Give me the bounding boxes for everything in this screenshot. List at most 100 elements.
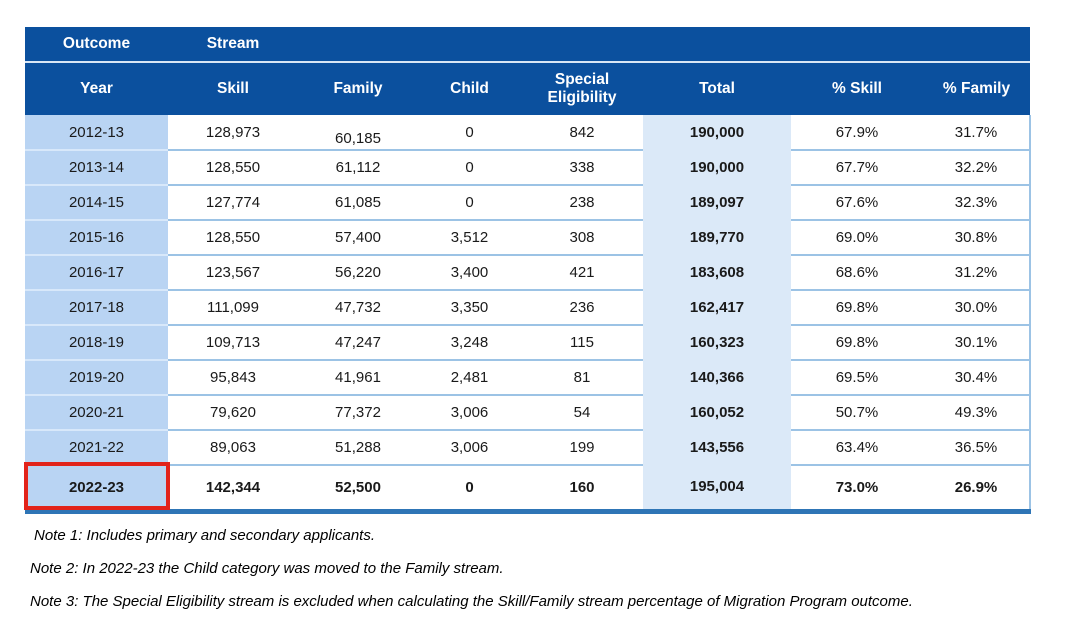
- footnotes: Note 1: Includes primary and secondary a…: [25, 526, 1035, 611]
- cell-pct-skill: 69.8%: [791, 324, 923, 360]
- group-header-row: Outcome Stream: [25, 27, 1031, 63]
- cell-pct-family: 26.9%: [923, 464, 1032, 511]
- cell-special-eligibility: 81: [521, 359, 643, 395]
- note-1: Note 1: Includes primary and secondary a…: [34, 526, 376, 544]
- cell-family: 57,400: [298, 219, 418, 255]
- cell-family: 61,112: [298, 149, 418, 185]
- table-row: 2021-22 89,063 51,288 3,006 199 143,556 63.4% 3…: [25, 429, 1032, 465]
- cell-child: 3,248: [418, 324, 521, 360]
- group-header-spacer: [298, 27, 1031, 63]
- cell-special-eligibility: 421: [521, 254, 643, 290]
- cell-pct-family: 31.2%: [923, 254, 1032, 290]
- cell-pct-skill: 73.0%: [791, 464, 923, 511]
- cell-pct-skill: 69.8%: [791, 289, 923, 325]
- cell-special-eligibility: 236: [521, 289, 643, 325]
- column-header-total: Total: [643, 62, 791, 115]
- table-row: 2016-17 123,567 56,220 3,400 421 183,608 68.6%…: [25, 254, 1032, 290]
- cell-pct-family: 31.7%: [923, 115, 1032, 150]
- table-row: 2015-16 128,550 57,400 3,512 308 189,770 69.0%…: [25, 219, 1032, 255]
- cell-pct-family: 49.3%: [923, 394, 1032, 430]
- cell-year: 2015-16: [25, 219, 168, 255]
- cell-pct-skill: 67.6%: [791, 184, 923, 220]
- cell-pct-skill: 63.4%: [791, 429, 923, 465]
- cell-skill: 123,567: [168, 254, 298, 290]
- column-header-skill: Skill: [168, 62, 298, 115]
- cell-year: 2014-15: [25, 184, 168, 220]
- cell-pct-family: 32.3%: [923, 184, 1032, 220]
- table-row: 2019-20 95,843 41,961 2,481 81 140,366 69.5% 30…: [25, 359, 1032, 395]
- cell-family: 60,185: [298, 115, 418, 150]
- cell-total: 143,556: [643, 430, 791, 465]
- cell-skill: 128,550: [168, 219, 298, 255]
- cell-skill: 109,713: [168, 324, 298, 360]
- cell-pct-family: 30.8%: [923, 219, 1032, 255]
- migration-program-table: Outcome Stream Year Skill Family Child S…: [24, 27, 1032, 514]
- cell-pct-skill: 69.5%: [791, 359, 923, 395]
- group-header-stream: Stream: [168, 27, 298, 63]
- column-header-year: Year: [25, 62, 168, 115]
- cell-total: 183,608: [643, 255, 791, 290]
- cell-child: 0: [418, 184, 521, 220]
- group-header-outcome: Outcome: [25, 27, 168, 63]
- table-body: 2012-13 128,973 60,185 0 842 190,000 67.9% 31.7…: [24, 115, 1032, 511]
- cell-total: 189,097: [643, 185, 791, 220]
- cell-special-eligibility: 115: [521, 324, 643, 360]
- cell-special-eligibility: 160: [521, 464, 643, 511]
- table-row: 2018-19 109,713 47,247 3,248 115 160,323 69.8%…: [25, 324, 1032, 360]
- table-row: 2022-23 142,344 52,500 0 160 195,004 73.0% 26.9…: [24, 463, 1032, 511]
- table-row: 2013-14 128,550 61,112 0 338 190,000 67.7% 32.2…: [25, 149, 1032, 185]
- cell-skill: 142,344: [168, 464, 298, 511]
- cell-pct-family: 36.5%: [923, 429, 1032, 465]
- column-header-special-eligibility: Special Eligibility: [521, 62, 643, 115]
- cell-pct-skill: 50.7%: [791, 394, 923, 430]
- table-row: 2014-15 127,774 61,085 0 238 189,097 67.6% 32.3…: [25, 184, 1032, 220]
- cell-family: 41,961: [298, 359, 418, 395]
- cell-total: 140,366: [643, 360, 791, 395]
- cell-pct-family: 32.2%: [923, 149, 1032, 185]
- column-header-pct-skill: % Skill: [791, 62, 923, 115]
- cell-child: 3,350: [418, 289, 521, 325]
- table-row: 2017-18 111,099 47,732 3,350 236 162,417 69.8%…: [25, 289, 1032, 325]
- cell-skill: 79,620: [168, 394, 298, 430]
- cell-total: 162,417: [643, 290, 791, 325]
- cell-year: 2019-20: [25, 359, 168, 395]
- cell-family: 47,732: [298, 289, 418, 325]
- cell-family: 47,247: [298, 324, 418, 360]
- cell-special-eligibility: 308: [521, 219, 643, 255]
- report-page: Outcome Stream Year Skill Family Child S…: [24, 27, 1035, 611]
- cell-child: 0: [418, 149, 521, 185]
- cell-year: 2021-22: [25, 429, 168, 465]
- cell-special-eligibility: 238: [521, 184, 643, 220]
- cell-skill: 95,843: [168, 359, 298, 395]
- cell-total: 195,004: [643, 465, 791, 511]
- cell-child: 3,006: [418, 394, 521, 430]
- cell-family: 51,288: [298, 429, 418, 465]
- cell-special-eligibility: 199: [521, 429, 643, 465]
- cell-pct-skill: 67.7%: [791, 149, 923, 185]
- cell-total: 190,000: [643, 150, 791, 185]
- cell-pct-family: 30.4%: [923, 359, 1032, 395]
- cell-skill: 128,973: [168, 115, 298, 150]
- cell-pct-family: 30.0%: [923, 289, 1032, 325]
- cell-pct-family: 30.1%: [923, 324, 1032, 360]
- cell-pct-skill: 67.9%: [791, 115, 923, 150]
- cell-year: 2022-23: [24, 463, 170, 511]
- column-header-pct-family: % Family: [923, 62, 1031, 115]
- cell-child: 0: [418, 115, 521, 150]
- cell-family: 61,085: [298, 184, 418, 220]
- cell-pct-skill: 69.0%: [791, 219, 923, 255]
- cell-child: 3,512: [418, 219, 521, 255]
- cell-child: 0: [418, 464, 521, 511]
- table-row: 2020-21 79,620 77,372 3,006 54 160,052 50.7% 49…: [25, 394, 1032, 430]
- cell-skill: 128,550: [168, 149, 298, 185]
- cell-child: 3,006: [418, 429, 521, 465]
- cell-total: 189,770: [643, 220, 791, 255]
- cell-child: 2,481: [418, 359, 521, 395]
- cell-total: 190,000: [643, 115, 791, 150]
- column-header-row: Year Skill Family Child Special Eligibil…: [25, 62, 1031, 115]
- cell-year: 2018-19: [25, 324, 168, 360]
- cell-year: 2017-18: [25, 289, 168, 325]
- column-header-family: Family: [298, 62, 418, 115]
- cell-special-eligibility: 54: [521, 394, 643, 430]
- table-row: 2012-13 128,973 60,185 0 842 190,000 67.9% 31.7…: [25, 115, 1032, 150]
